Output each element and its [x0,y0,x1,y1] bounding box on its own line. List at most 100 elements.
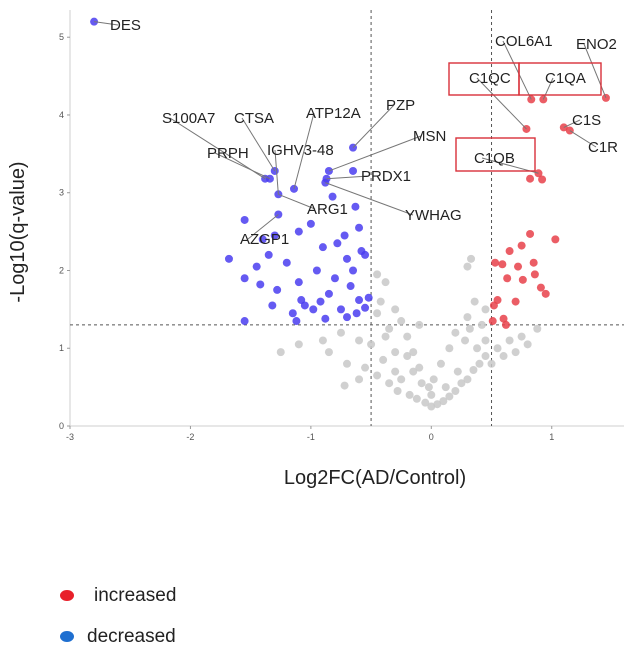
ns-point [385,324,394,333]
increased-point [501,320,510,329]
decreased-point [240,215,249,224]
ns-point [379,355,388,364]
decreased-point [328,192,337,201]
ns-point [405,390,414,399]
ns-point [433,400,442,409]
ns-point [477,320,486,329]
gene-label: IGHV3-48 [267,142,334,159]
y-tick-label: 2 [59,265,64,275]
ns-point [463,262,472,271]
ns-point [429,375,438,384]
x-tick-label: 1 [549,432,554,442]
ns-point [427,390,436,399]
ns-point [445,392,454,401]
gene-label-leader [476,77,527,130]
ns-point [493,344,502,353]
ns-point [523,340,532,349]
gene-label: YWHAG [405,207,462,224]
increased-point [503,274,512,283]
ns-point [505,336,514,345]
gene-label-leader [274,149,279,195]
ns-point [441,383,450,392]
gene-label-leader [293,112,315,189]
ns-point [409,367,418,376]
decreased-point [292,317,301,326]
legend-increased: increased [60,585,176,607]
increased-point [530,270,539,279]
decreased-point [343,313,351,322]
ns-point [409,348,418,357]
increased-point [526,174,535,183]
decreased-point [364,293,373,302]
gene-label: PRDX1 [361,168,411,185]
decreased-point [258,235,267,244]
ns-point [381,332,390,341]
ns-point [385,379,394,388]
ns-point [481,336,490,345]
gene-label: C1S [572,112,601,129]
decreased-point [349,166,358,175]
gene-label-leader [278,193,316,210]
ns-point [461,336,470,345]
increased-point [505,247,514,256]
gene-label-leader [328,135,422,172]
increased-point [514,262,523,271]
ns-point [412,394,421,403]
gene-label-leader [502,40,532,100]
decreased-point [312,266,321,275]
ns-point [463,375,472,384]
ns-point [457,379,466,388]
decreased-point [224,254,233,263]
increased-point [518,275,527,284]
ns-point [465,324,474,333]
ns-point [424,383,433,392]
decreased-point [273,285,282,294]
decreased-point [256,280,265,289]
gene-label: PZP [386,97,415,114]
decreased-point [297,296,306,305]
gene-label-leader [214,152,271,180]
decreased-point [355,296,364,305]
decreased-point [282,258,291,267]
ns-point [453,367,462,376]
gene-label: C1QA [545,70,586,87]
ns-point [475,359,484,368]
ns-point [451,328,460,337]
ns-point [355,375,364,384]
ns-point [355,336,364,345]
gene-label-leader [326,175,370,180]
ns-point [397,375,406,384]
x-tick-label: -1 [307,432,315,442]
gene-label-leader [241,117,276,172]
ns-point [451,387,460,396]
y-tick-label: 1 [59,343,64,353]
ns-point [343,359,351,368]
ns-point [361,363,370,372]
y-axis-title: -Log10(q-value) [7,161,29,302]
decreased-point [352,309,361,318]
ns-point [403,352,412,361]
increased-point [499,314,508,323]
ns-point [336,328,345,337]
gene-label: DES [110,17,141,34]
ns-point [463,313,472,322]
ns-point [481,352,490,361]
decreased-point [240,274,249,283]
increased-point [493,296,502,305]
gene-label-leader [325,182,414,216]
x-axis-title: Log2FC(AD/Control) [284,467,466,489]
increased-point [488,317,497,326]
highlight-box [518,62,602,96]
decreased-point [340,231,349,240]
gene-label-leader [94,21,119,26]
ns-point [373,270,382,279]
ns-point [445,344,454,353]
highlight-box [455,137,536,172]
decreased-point [288,309,297,318]
decreased-point [321,314,330,323]
ns-point [373,309,382,318]
ns-point [499,352,508,361]
gene-label-leader [247,214,279,240]
ns-point [470,297,479,306]
ns-point [391,367,400,376]
